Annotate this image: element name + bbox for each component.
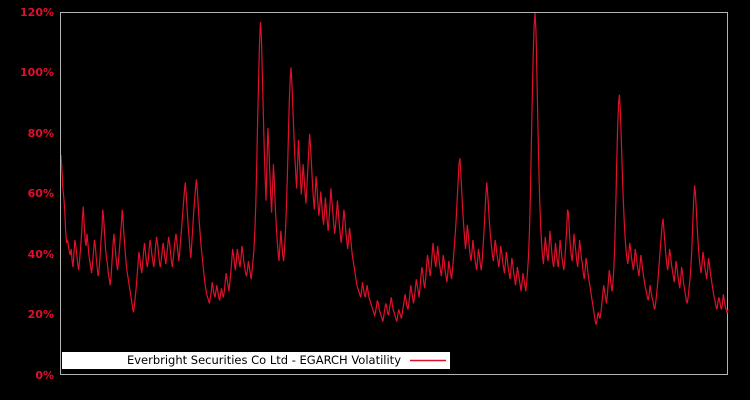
y-axis-tick-20pct: 20%	[27, 308, 54, 321]
y-axis-tick-40pct: 40%	[27, 247, 54, 261]
y-axis-tick-0pct: 0%	[35, 368, 54, 382]
series-line-egarch-volatility	[61, 13, 729, 325]
y-axis-tick-60pct: 60%	[27, 187, 54, 200]
y-axis-tick-120pct: 120%	[20, 5, 54, 19]
volatility-series	[61, 13, 729, 325]
red-line-swatch-icon	[410, 359, 446, 362]
plot-area	[60, 12, 729, 375]
chart-legend[interactable]: Everbright Securities Co Ltd - EGARCH Vo…	[62, 352, 450, 369]
legend-label: Everbright Securities Co Ltd - EGARCH Vo…	[126, 353, 401, 367]
y-axis-tick-80pct: 80%	[27, 126, 54, 140]
y-axis-tick-100pct: 100%	[20, 66, 54, 79]
